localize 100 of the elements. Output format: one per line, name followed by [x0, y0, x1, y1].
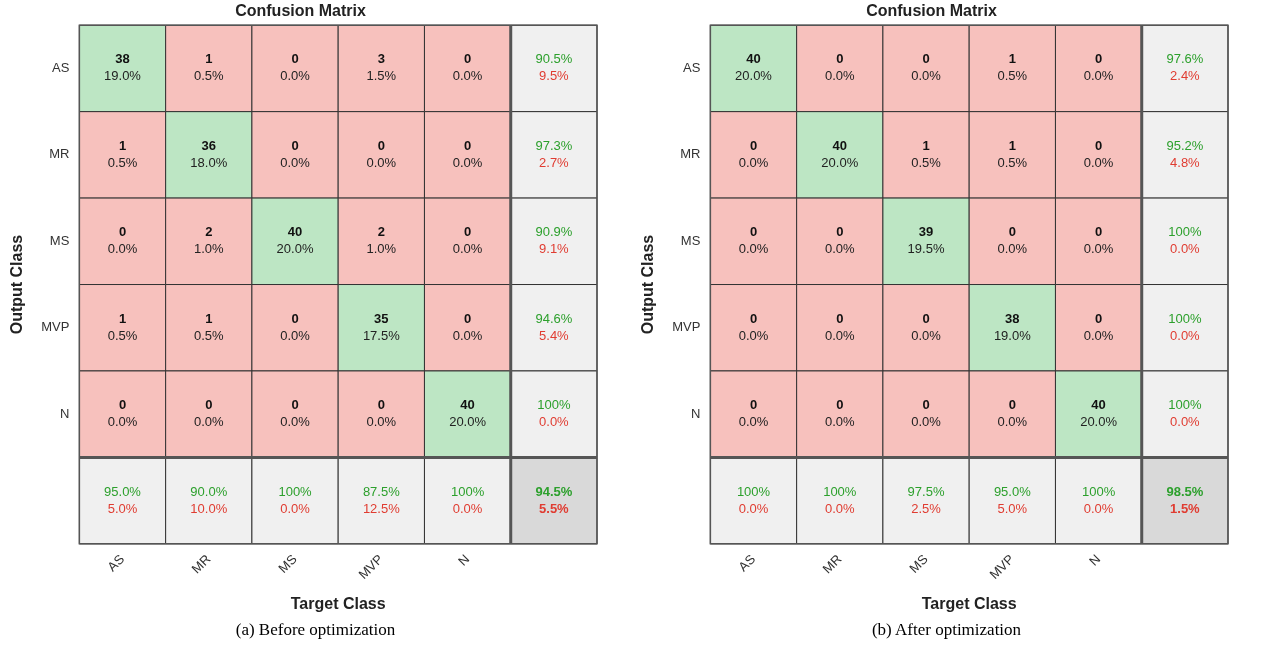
data-label: 95.2% [1166, 137, 1204, 153]
annotation: 0.0% [366, 414, 397, 430]
data-label: 100% [1168, 397, 1202, 413]
annotation: 0.5% [107, 154, 138, 170]
annotation: 0.0% [824, 414, 856, 430]
data-label: 0 [1094, 224, 1103, 240]
annotation: 5.4% [539, 327, 570, 343]
annotation: 19.5% [907, 241, 945, 257]
data-label: 0 [118, 397, 127, 413]
annotation: 19.0% [993, 327, 1032, 343]
annotation: 0.0% [107, 241, 138, 257]
annotation: 9.1% [539, 241, 570, 257]
annotation: 0.0% [997, 241, 1028, 257]
annotation: 19.0% [104, 68, 142, 84]
data-label: 100% [736, 483, 771, 499]
annotation: 0.0% [280, 500, 311, 516]
data-label: 0 [922, 51, 930, 67]
y-tick-label: N [59, 405, 70, 421]
data-label: 0 [291, 137, 299, 153]
data-label: 95.0% [104, 483, 142, 499]
annotation: 0.0% [539, 414, 570, 430]
chart-title: Confusion Matrix [866, 2, 997, 20]
annotation: 20.0% [276, 241, 314, 257]
data-label: 0 [749, 137, 758, 153]
data-label: 94.6% [535, 310, 573, 326]
annotation: 0.5% [193, 68, 225, 84]
data-label: 97.3% [535, 137, 573, 153]
annotation: 0.0% [1170, 241, 1201, 257]
data-label: 0 [749, 397, 758, 413]
data-label: 100% [278, 483, 313, 499]
annotation: 0.0% [911, 68, 942, 84]
annotation: 0.0% [1170, 327, 1201, 343]
text: (a) Before optimization [234, 620, 397, 640]
annotation: 12.5% [362, 500, 401, 516]
data-label: 3 [377, 51, 385, 67]
x-axis-title: Target Class [290, 594, 386, 612]
data-label: 95.0% [993, 483, 1032, 499]
x-tick-label: MS [906, 551, 931, 576]
data-label: 40 [1091, 397, 1106, 413]
y-tick-label: MVP [41, 319, 70, 335]
data-label: 0 [836, 51, 844, 67]
y-tick-label: AS [52, 60, 70, 75]
data-label: 0 [1094, 310, 1103, 326]
data-label: 90.0% [190, 483, 228, 499]
annotation: 0.0% [452, 68, 483, 84]
data-label: 36 [201, 137, 217, 153]
data-label: 0 [749, 224, 758, 240]
data-label: 98.5% [1166, 483, 1204, 499]
annotation: 5.0% [107, 500, 138, 516]
data-label: 0 [749, 310, 758, 326]
data-label: 90.9% [535, 224, 573, 240]
data-label: 40 [460, 397, 475, 413]
annotation: 20.0% [1080, 414, 1118, 430]
data-label: 1 [205, 310, 213, 326]
annotation: 0.0% [1083, 500, 1114, 516]
data-label: 2 [205, 224, 213, 240]
data-label: 1 [1008, 51, 1016, 67]
data-label: 0 [463, 224, 472, 240]
data-label: 0 [291, 51, 299, 67]
data-label: 87.5% [362, 483, 401, 499]
x-tick-label: N [1086, 551, 1104, 569]
data-label: 1 [1008, 137, 1016, 153]
data-label: 1 [922, 137, 930, 153]
annotation: 0.0% [193, 414, 225, 430]
annotation: 2.5% [911, 500, 942, 516]
data-label: 0 [1008, 397, 1016, 413]
annotation: 0.0% [738, 414, 769, 430]
data-label: 0 [377, 137, 385, 153]
annotation: 0.0% [280, 327, 311, 343]
data-label: 0 [1094, 137, 1103, 153]
data-label: 97.5% [907, 483, 945, 499]
annotation: 0.0% [738, 241, 769, 257]
y-tick-label: MS [49, 232, 70, 248]
annotation: 0.0% [911, 327, 942, 343]
y-tick-label: MS [680, 232, 701, 248]
annotation: 0.0% [452, 154, 483, 170]
data-label: 0 [463, 310, 472, 326]
data-label: 0 [922, 397, 930, 413]
annotation: 0.0% [738, 500, 769, 516]
data-label: 0 [205, 397, 213, 413]
data-label: 100% [1168, 224, 1202, 240]
annotation: 0.0% [1170, 414, 1201, 430]
chart-title: Confusion Matrix [235, 2, 366, 20]
data-label: 0 [291, 310, 299, 326]
annotation: 9.5% [539, 68, 570, 84]
annotation: 0.0% [452, 500, 483, 516]
annotation: 0.0% [452, 241, 483, 257]
data-label: 0 [836, 224, 844, 240]
annotation: 0.0% [1083, 68, 1114, 84]
data-label: 0 [463, 51, 472, 67]
data-label: 100% [1168, 310, 1202, 326]
data-label: 38 [1005, 310, 1020, 326]
annotation: 0.0% [911, 414, 942, 430]
data-label: 100% [450, 483, 485, 499]
annotation: 5.5% [539, 500, 570, 516]
data-label: 1 [118, 137, 127, 153]
annotation: 2.7% [539, 154, 570, 170]
y-tick-label: AS [683, 60, 701, 75]
annotation: 0.5% [997, 154, 1028, 170]
annotation: 0.0% [1083, 241, 1114, 257]
